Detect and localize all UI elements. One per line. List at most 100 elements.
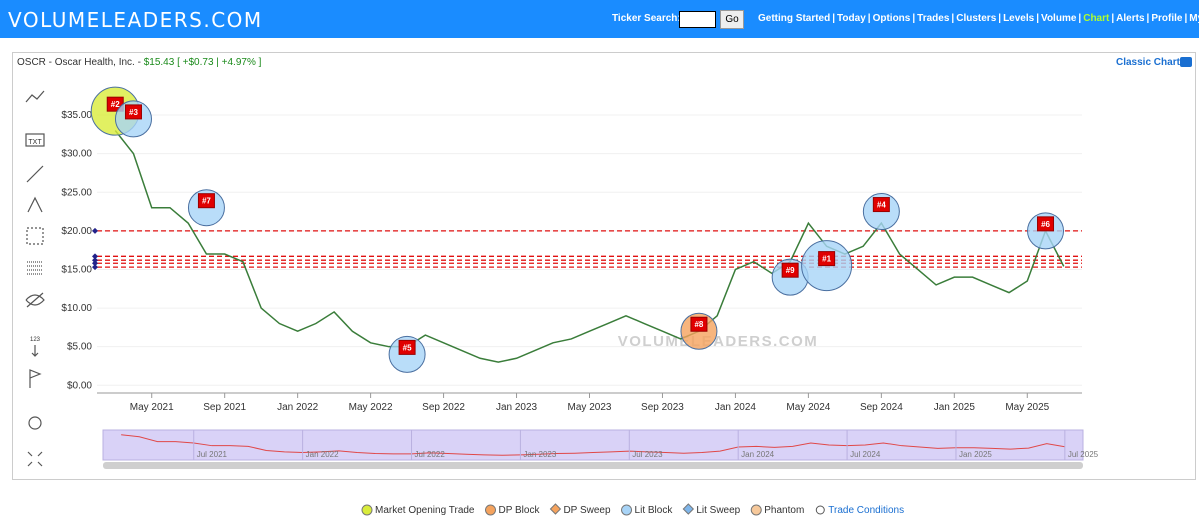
logo[interactable]: VOLUMELEADERS.COM — [8, 8, 263, 32]
navigator-tick-label: Jan 2024 — [741, 450, 774, 459]
level-marker — [92, 253, 98, 260]
tool-line[interactable] — [26, 165, 44, 183]
nav-separator: | — [1184, 13, 1188, 24]
tool-hide[interactable] — [25, 292, 45, 308]
price-line — [114, 130, 1065, 363]
trade-label: #9 — [786, 266, 795, 275]
trade-flag — [1037, 216, 1055, 232]
y-tick-label: $35.00 — [61, 110, 92, 121]
panel-title: OSCR - Oscar Health, Inc. - $15.43 [ +$0… — [17, 57, 261, 68]
x-tick-label: Jan 2025 — [934, 402, 976, 413]
tool-measure[interactable] — [31, 345, 39, 357]
legend-swatch — [621, 504, 633, 516]
x-tick-label: May 2022 — [349, 402, 393, 413]
tool-text-label: TXT — [28, 139, 42, 146]
legend-label[interactable]: Trade Conditions — [828, 505, 904, 516]
scrollbar[interactable] — [103, 462, 1083, 469]
x-tick-label: Sep 2022 — [422, 402, 465, 413]
nav-separator: | — [951, 13, 955, 24]
tool-zoom[interactable] — [28, 416, 42, 430]
ticker-input[interactable] — [679, 11, 716, 28]
nav-link[interactable]: Chart — [1083, 13, 1110, 24]
nav-link[interactable]: Levels — [1003, 13, 1035, 24]
x-tick-label: Sep 2021 — [203, 402, 246, 413]
navigator-line — [121, 434, 1065, 456]
nav-separator: | — [1036, 13, 1040, 24]
trade-flag — [124, 104, 142, 120]
nav-link[interactable]: Today — [837, 13, 866, 24]
navigator[interactable] — [102, 429, 1084, 461]
y-tick-label: $5.00 — [67, 342, 92, 353]
y-tick-label: $15.00 — [61, 264, 92, 275]
nav-link[interactable]: Trades — [917, 13, 950, 24]
x-tick-label: May 2024 — [786, 402, 830, 413]
x-tick-label: Jan 2024 — [715, 402, 757, 413]
nav-link[interactable]: Clusters — [956, 13, 997, 24]
legend-label: Lit Block — [635, 505, 674, 516]
x-tick-label: May 2025 — [1005, 402, 1049, 413]
toolbar — [25, 90, 45, 467]
legend-label: Phantom — [764, 505, 804, 516]
nav-link[interactable]: Profile — [1151, 13, 1183, 24]
level-marker — [92, 227, 98, 234]
x-tick-label: Sep 2023 — [641, 402, 684, 413]
legend-label: Lit Sweep — [696, 505, 740, 516]
header-bar: VOLUMELEADERS.COM Ticker Search: Go Gett… — [0, 0, 1199, 38]
nav-separator: | — [832, 13, 836, 24]
trade-label: #5 — [403, 343, 412, 352]
go-button[interactable]: Go — [720, 10, 744, 29]
level-marker — [92, 260, 98, 267]
navigator-tick-label: Jan 2023 — [523, 450, 556, 459]
tool-reset[interactable] — [27, 451, 43, 467]
classic-chart-link[interactable]: Classic Chart — [1116, 57, 1180, 68]
search-label: Ticker Search: — [612, 13, 681, 24]
trade-label: #8 — [694, 320, 703, 329]
watermark: VOLUMELEADERS.COM — [618, 333, 819, 350]
tool-text[interactable] — [25, 133, 45, 147]
legend-swatch — [485, 504, 496, 516]
y-tick-label: $25.00 — [61, 187, 92, 198]
nav-separator: | — [1111, 13, 1115, 24]
trade-label: #7 — [202, 197, 211, 206]
navigator-tick-label: Jul 2023 — [632, 450, 663, 459]
change: [ +$0.73 | +4.97% ] — [177, 57, 262, 68]
tool-fib[interactable] — [27, 196, 43, 213]
trade-label: #4 — [877, 201, 886, 210]
nav-link[interactable]: My Subs — [1189, 13, 1199, 24]
navigator-tick-label: Jul 2024 — [850, 450, 881, 459]
navigator-tick-label: Jan 2025 — [959, 450, 992, 459]
legend-label: Market Opening Trade — [375, 505, 475, 516]
tool-levels[interactable] — [27, 261, 43, 275]
x-tick-label: Jan 2022 — [277, 402, 319, 413]
trade-label: #6 — [1041, 220, 1050, 229]
x-tick-label: May 2023 — [568, 402, 612, 413]
nav-link[interactable]: Options — [872, 13, 911, 24]
classic-chart-button[interactable] — [1180, 57, 1192, 67]
trade-flag — [690, 316, 708, 332]
y-tick-label: $20.00 — [61, 226, 92, 237]
trade-flag — [872, 197, 890, 213]
legend-label: DP Sweep — [563, 505, 611, 516]
tool-flag[interactable] — [29, 369, 42, 388]
legend-label: DP Block — [499, 505, 541, 516]
legend-swatch — [750, 504, 762, 516]
legend-swatch — [549, 503, 562, 515]
level-marker — [92, 264, 98, 271]
tool-trend[interactable] — [25, 90, 45, 103]
nav-separator: | — [1078, 13, 1082, 24]
nav-separator: | — [998, 13, 1002, 24]
trade-flag — [197, 193, 215, 209]
tool-rect[interactable] — [26, 227, 44, 245]
nav-link[interactable]: Alerts — [1116, 13, 1145, 24]
legend-swatch — [682, 503, 695, 515]
navigator-tick-label: Jul 2021 — [197, 450, 228, 459]
nav-link[interactable]: Volume — [1041, 13, 1077, 24]
ticker-name: OSCR - Oscar Health, Inc. - — [17, 57, 141, 68]
nav-link[interactable]: Getting Started — [758, 13, 831, 24]
chart-panel — [12, 52, 1196, 480]
nav-separator: | — [867, 13, 871, 24]
level-marker — [92, 257, 98, 264]
y-tick-label: $10.00 — [61, 303, 92, 314]
trade-label: #2 — [111, 100, 120, 109]
navigator-tick-label: Jan 2022 — [306, 450, 339, 459]
